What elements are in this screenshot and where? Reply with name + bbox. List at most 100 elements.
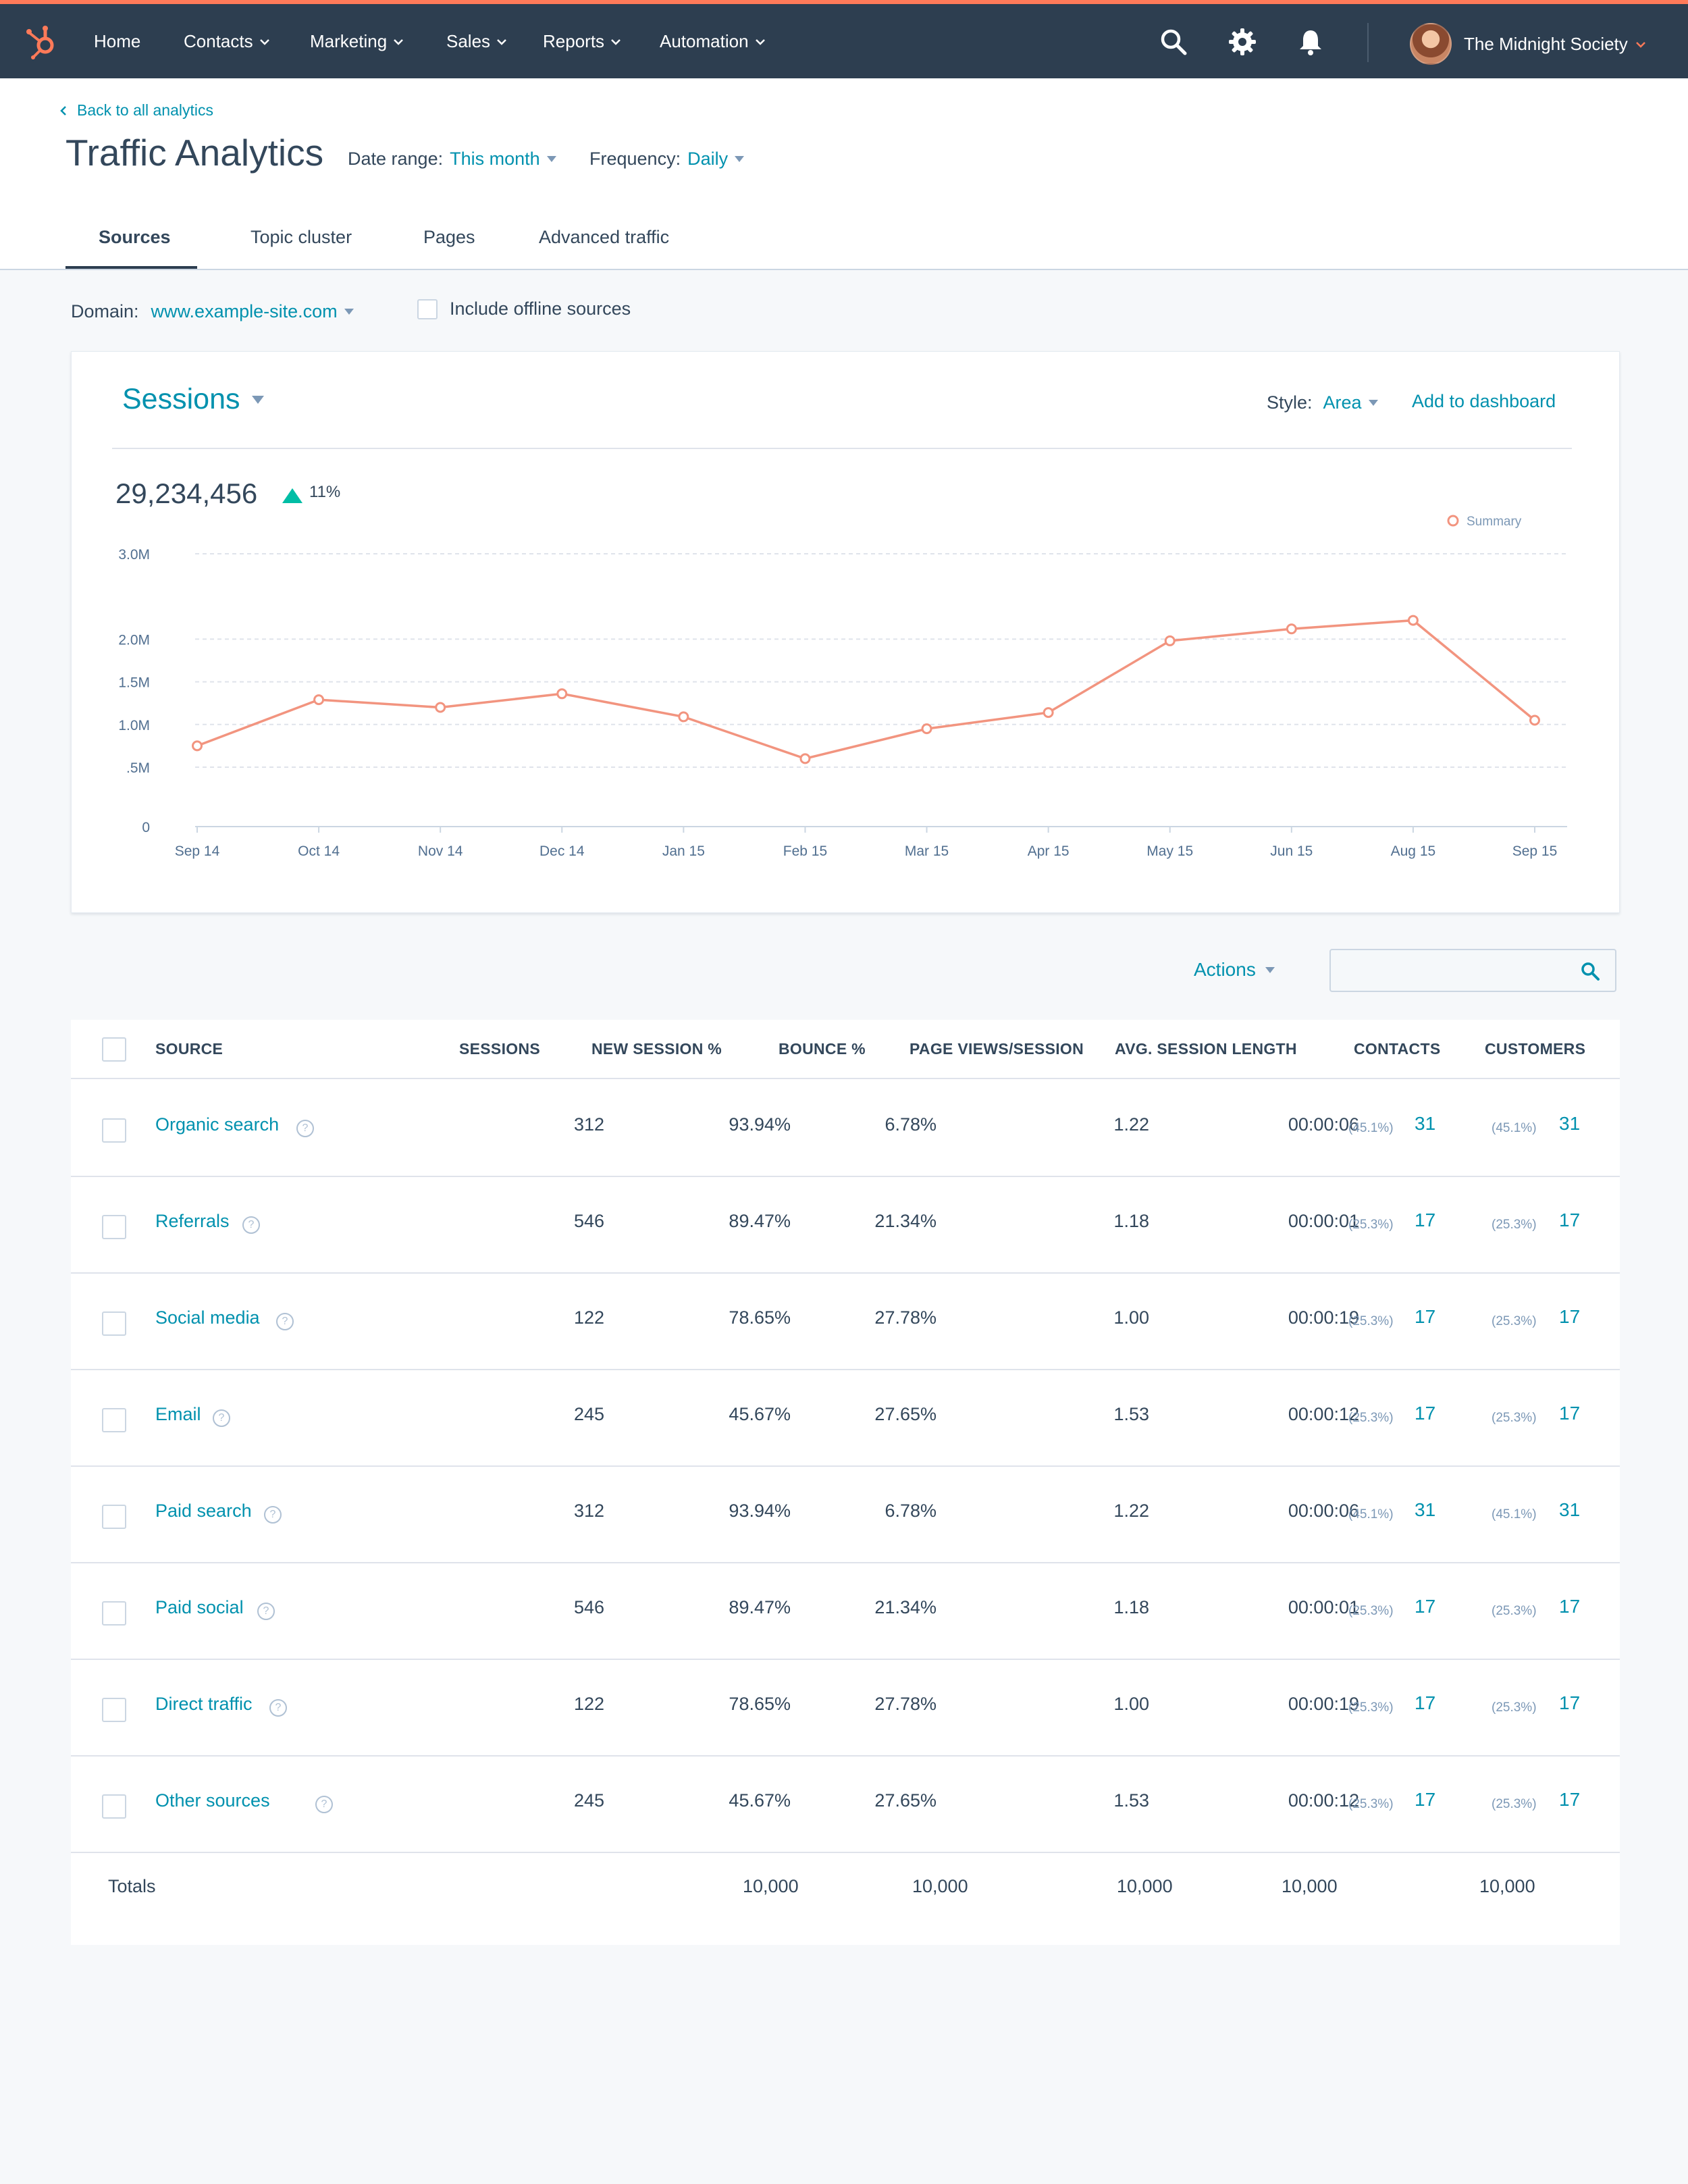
help-icon[interactable]: ?: [257, 1603, 275, 1620]
sessions-line-chart: 0 .5M 1.0M 1.5M 2.0M 3.0M Sep 14 Oct 14 Nov 14 De…: [118, 515, 1567, 859]
nav-marketing[interactable]: Marketing: [310, 31, 404, 52]
row-checkbox[interactable]: [102, 1698, 126, 1722]
account-name-label: The Midnight Society: [1464, 34, 1628, 54]
help-icon[interactable]: ?: [242, 1216, 260, 1234]
help-icon[interactable]: ?: [276, 1313, 294, 1330]
help-icon[interactable]: ?: [296, 1120, 314, 1137]
customers-link[interactable]: 17: [1559, 1403, 1581, 1424]
table-row: Social media ? 122 78.65% 27.78% 1.00 00…: [71, 1274, 1620, 1370]
nav-sales[interactable]: Sales: [446, 31, 508, 52]
contacts-link[interactable]: 17: [1415, 1596, 1436, 1617]
gear-icon[interactable]: [1228, 27, 1257, 57]
actions-dropdown[interactable]: Actions: [1194, 959, 1275, 981]
contacts-link[interactable]: 17: [1415, 1403, 1436, 1424]
customers-link[interactable]: 31: [1559, 1499, 1581, 1520]
customers-link[interactable]: 17: [1559, 1210, 1581, 1230]
select-all-checkbox[interactable]: [102, 1037, 126, 1062]
column-header-bounce[interactable]: BOUNCE %: [779, 1040, 866, 1058]
tab-advanced-traffic[interactable]: Advanced traffic: [539, 227, 670, 247]
avatar[interactable]: [1410, 23, 1452, 65]
avg-session-length-value: 00:00:12: [1288, 1790, 1359, 1811]
bell-icon[interactable]: [1296, 27, 1325, 57]
nav-contacts[interactable]: Contacts: [184, 31, 271, 52]
source-link[interactable]: Paid social: [155, 1597, 244, 1617]
column-header-source[interactable]: SOURCE: [155, 1040, 223, 1058]
chevron-down-icon: [755, 38, 765, 45]
customers-link[interactable]: 17: [1559, 1596, 1581, 1617]
style-dropdown[interactable]: Area: [1323, 392, 1378, 413]
add-to-dashboard-link[interactable]: Add to dashboard: [1412, 391, 1556, 411]
row-checkbox[interactable]: [102, 1601, 126, 1626]
nav-automation[interactable]: Automation: [660, 31, 766, 52]
nav-home[interactable]: Home: [94, 31, 140, 52]
help-icon[interactable]: ?: [269, 1699, 287, 1717]
caret-down-icon: [344, 309, 354, 315]
row-checkbox[interactable]: [102, 1118, 126, 1143]
data-point: [678, 711, 689, 723]
hubspot-logo-icon[interactable]: [24, 23, 58, 59]
customers-link[interactable]: 17: [1559, 1692, 1581, 1713]
customers-link[interactable]: 17: [1559, 1789, 1581, 1810]
contacts-link[interactable]: 31: [1415, 1113, 1436, 1134]
customers-link[interactable]: 31: [1559, 1113, 1581, 1134]
tab-topic-cluster[interactable]: Topic cluster: [250, 227, 352, 247]
column-header-avg-session-length[interactable]: AVG. SESSION LENGTH: [1115, 1040, 1297, 1058]
column-header-sessions[interactable]: SESSIONS: [459, 1040, 540, 1058]
help-icon[interactable]: ?: [264, 1506, 282, 1524]
table-search-input[interactable]: [1331, 950, 1574, 991]
avg-session-length-value: 00:00:01: [1288, 1597, 1359, 1617]
customers-percent: (25.3%): [1492, 1797, 1537, 1811]
style-value: Area: [1323, 392, 1362, 413]
x-tick-label: Jun 15: [1270, 843, 1313, 859]
sessions-value: 122: [573, 1307, 604, 1328]
column-header-new-session[interactable]: NEW SESSION %: [591, 1040, 722, 1058]
contacts-link[interactable]: 17: [1415, 1210, 1436, 1230]
nav-reports[interactable]: Reports: [543, 31, 622, 52]
back-link[interactable]: Back to all analytics: [59, 101, 213, 120]
sessions-value: 546: [573, 1211, 604, 1231]
source-link[interactable]: Organic search: [155, 1114, 280, 1135]
search-icon[interactable]: [1159, 27, 1188, 57]
contacts-link[interactable]: 31: [1415, 1499, 1436, 1520]
column-header-customers[interactable]: CUSTOMERS: [1485, 1040, 1586, 1058]
total-value: 10,000: [743, 1876, 799, 1896]
bounce-value: 6.78%: [885, 1114, 937, 1135]
source-link[interactable]: Social media: [155, 1307, 260, 1328]
metric-dropdown[interactable]: Sessions: [122, 383, 265, 416]
contacts-link[interactable]: 17: [1415, 1789, 1436, 1810]
tab-pages[interactable]: Pages: [423, 227, 475, 247]
legend-label: Summary: [1467, 515, 1522, 529]
contacts-link[interactable]: 17: [1415, 1692, 1436, 1713]
help-icon[interactable]: ?: [213, 1409, 230, 1427]
search-icon[interactable]: [1580, 961, 1600, 981]
bounce-value: 21.34%: [874, 1211, 937, 1231]
column-header-contacts[interactable]: CONTACTS: [1354, 1040, 1441, 1058]
data-point: [921, 723, 932, 735]
date-range-dropdown[interactable]: This month: [450, 149, 556, 170]
row-checkbox[interactable]: [102, 1311, 126, 1336]
column-header-page-views[interactable]: PAGE VIEWS/SESSION: [909, 1040, 1084, 1058]
caret-down-icon: [1265, 966, 1275, 973]
page-views-value: 1.53: [1113, 1404, 1149, 1424]
page-header: [0, 78, 1688, 270]
help-icon[interactable]: ?: [315, 1796, 333, 1813]
offline-sources-checkbox[interactable]: [417, 298, 438, 319]
source-link[interactable]: Referrals: [155, 1211, 230, 1231]
row-checkbox[interactable]: [102, 1215, 126, 1239]
y-tick-label: 1.0M: [118, 718, 150, 733]
customers-link[interactable]: 17: [1559, 1306, 1581, 1327]
row-checkbox[interactable]: [102, 1505, 126, 1529]
row-checkbox[interactable]: [102, 1408, 126, 1432]
domain-dropdown[interactable]: www.example-site.com: [151, 301, 354, 322]
source-link[interactable]: Paid search: [155, 1501, 252, 1521]
table-row: Other sources ? 245 45.67% 27.65% 1.53 0…: [71, 1757, 1620, 1853]
source-link[interactable]: Email: [155, 1404, 201, 1424]
x-tick-label: May 15: [1146, 843, 1193, 859]
source-link[interactable]: Direct traffic: [155, 1694, 253, 1714]
contacts-link[interactable]: 17: [1415, 1306, 1436, 1327]
account-menu[interactable]: The Midnight Society: [1464, 34, 1647, 55]
source-link[interactable]: Other sources: [155, 1790, 270, 1811]
tab-sources[interactable]: Sources: [99, 227, 171, 247]
frequency-dropdown[interactable]: Daily: [687, 149, 745, 170]
row-checkbox[interactable]: [102, 1794, 126, 1819]
